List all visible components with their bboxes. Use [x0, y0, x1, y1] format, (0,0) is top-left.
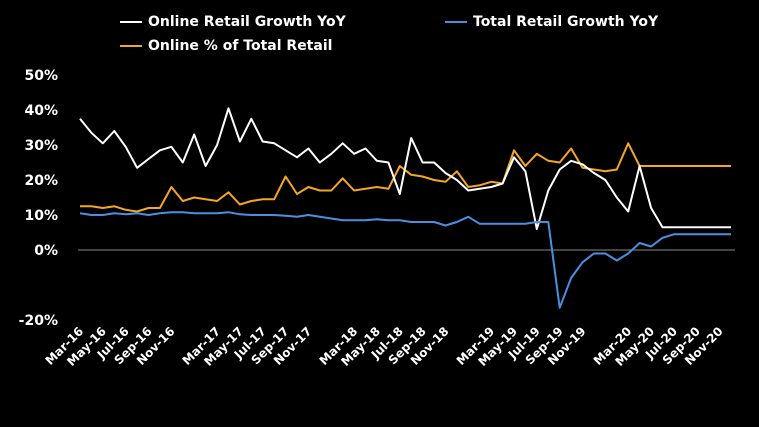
- y-tick-label: -20%: [19, 313, 58, 329]
- y-tick-label: 40%: [24, 103, 58, 119]
- y-tick-label: 50%: [24, 68, 58, 84]
- series-line-0: [79, 107, 731, 230]
- y-tick-label: 10%: [24, 208, 58, 224]
- legend-label-online-share: Online % of Total Retail: [148, 38, 333, 54]
- legend-label-online-growth: Online Retail Growth YoY: [148, 14, 346, 30]
- legend-swatch-online-growth: [120, 21, 142, 23]
- series-lines: [79, 107, 731, 309]
- y-axis: 50% 40% 30% 20% 10% 0% -20%: [19, 68, 735, 329]
- series-line-1: [79, 211, 731, 309]
- series-line-2: [80, 142, 731, 213]
- y-tick-label: 30%: [24, 138, 58, 154]
- legend-swatch-total-growth: [445, 21, 467, 23]
- legend-swatch-online-share: [120, 45, 142, 47]
- legend-label-total-growth: Total Retail Growth YoY: [473, 14, 659, 30]
- y-tick-label: 0%: [34, 243, 58, 259]
- legend-total-growth: Total Retail Growth YoY: [445, 14, 658, 30]
- legend-online-growth: Online Retail Growth YoY: [120, 14, 346, 30]
- y-tick-label: 20%: [24, 173, 58, 189]
- legend-online-share: Online % of Total Retail: [120, 38, 332, 54]
